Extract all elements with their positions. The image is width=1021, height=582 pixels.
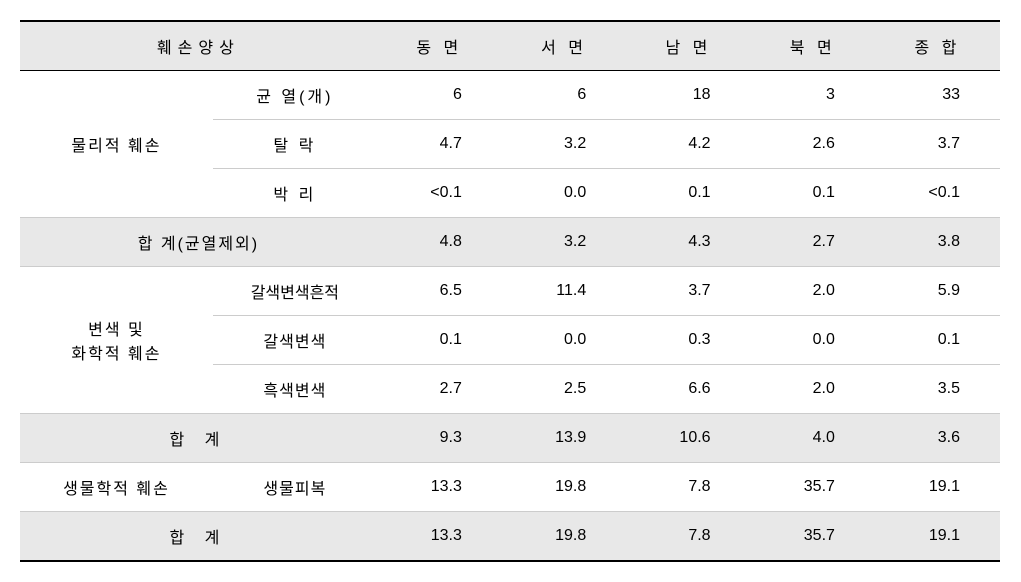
header-west: 서 면	[502, 21, 626, 71]
row-label: 박 리	[213, 169, 377, 218]
cell: 0.1	[875, 316, 1000, 365]
damage-table: 훼손양상 동 면 서 면 남 면 북 면 종 합 물리적 훼손 균 열(개) 6…	[20, 20, 1000, 562]
header-total: 종 합	[875, 21, 1000, 71]
row-label: 탈 락	[213, 120, 377, 169]
cell: 19.1	[875, 512, 1000, 562]
cell: 13.3	[377, 463, 502, 512]
cell: 0.1	[751, 169, 875, 218]
cell: <0.1	[377, 169, 502, 218]
cell: 13.3	[377, 512, 502, 562]
header-row: 훼손양상 동 면 서 면 남 면 북 면 종 합	[20, 21, 1000, 71]
row-label: 흑색변색	[213, 365, 377, 414]
cell: 3.7	[626, 267, 750, 316]
cell: 19.8	[502, 463, 626, 512]
group-label: 변색 및 화학적 훼손	[20, 267, 213, 414]
subtotal-label: 합 계(균열제외)	[20, 218, 377, 267]
cell: 3	[751, 71, 875, 120]
table-row: 생물학적 훼손 생물피복 13.3 19.8 7.8 35.7 19.1	[20, 463, 1000, 512]
cell: 2.0	[751, 365, 875, 414]
cell: 2.5	[502, 365, 626, 414]
cell: 0.0	[502, 169, 626, 218]
subtotal-row: 합 계 13.3 19.8 7.8 35.7 19.1	[20, 512, 1000, 562]
cell: 19.8	[502, 512, 626, 562]
cell: 18	[626, 71, 750, 120]
cell: 4.3	[626, 218, 750, 267]
subtotal-label: 합 계	[20, 414, 377, 463]
header-aspect: 훼손양상	[20, 21, 377, 71]
cell: 4.2	[626, 120, 750, 169]
cell: 0.1	[626, 169, 750, 218]
cell: 7.8	[626, 512, 750, 562]
cell: 35.7	[751, 463, 875, 512]
cell: 6.5	[377, 267, 502, 316]
cell: 35.7	[751, 512, 875, 562]
cell: 9.3	[377, 414, 502, 463]
cell: 0.3	[626, 316, 750, 365]
group-label: 물리적 훼손	[20, 71, 213, 218]
cell: 3.6	[875, 414, 1000, 463]
cell: 0.0	[751, 316, 875, 365]
cell: 3.2	[502, 120, 626, 169]
row-label: 갈색변색	[213, 316, 377, 365]
cell: 2.7	[751, 218, 875, 267]
cell: 4.0	[751, 414, 875, 463]
cell: <0.1	[875, 169, 1000, 218]
cell: 33	[875, 71, 1000, 120]
cell: 13.9	[502, 414, 626, 463]
cell: 6	[377, 71, 502, 120]
table-row: 물리적 훼손 균 열(개) 6 6 18 3 33	[20, 71, 1000, 120]
row-label: 갈색변색흔적	[213, 267, 377, 316]
cell: 11.4	[502, 267, 626, 316]
subtotal-row: 합 계(균열제외) 4.8 3.2 4.3 2.7 3.8	[20, 218, 1000, 267]
cell: 10.6	[626, 414, 750, 463]
row-label: 생물피복	[213, 463, 377, 512]
cell: 3.8	[875, 218, 1000, 267]
header-north: 북 면	[751, 21, 875, 71]
cell: 0.1	[377, 316, 502, 365]
cell: 4.8	[377, 218, 502, 267]
table-body: 물리적 훼손 균 열(개) 6 6 18 3 33 탈 락 4.7 3.2 4.…	[20, 71, 1000, 562]
cell: 2.7	[377, 365, 502, 414]
cell: 6.6	[626, 365, 750, 414]
row-label: 균 열(개)	[213, 71, 377, 120]
header-south: 남 면	[626, 21, 750, 71]
cell: 7.8	[626, 463, 750, 512]
cell: 19.1	[875, 463, 1000, 512]
cell: 0.0	[502, 316, 626, 365]
subtotal-label: 합 계	[20, 512, 377, 562]
cell: 2.0	[751, 267, 875, 316]
subtotal-row: 합 계 9.3 13.9 10.6 4.0 3.6	[20, 414, 1000, 463]
cell: 3.5	[875, 365, 1000, 414]
cell: 2.6	[751, 120, 875, 169]
header-east: 동 면	[377, 21, 502, 71]
cell: 5.9	[875, 267, 1000, 316]
cell: 6	[502, 71, 626, 120]
cell: 4.7	[377, 120, 502, 169]
table-row: 변색 및 화학적 훼손 갈색변색흔적 6.5 11.4 3.7 2.0 5.9	[20, 267, 1000, 316]
group-label: 생물학적 훼손	[20, 463, 213, 512]
cell: 3.7	[875, 120, 1000, 169]
cell: 3.2	[502, 218, 626, 267]
